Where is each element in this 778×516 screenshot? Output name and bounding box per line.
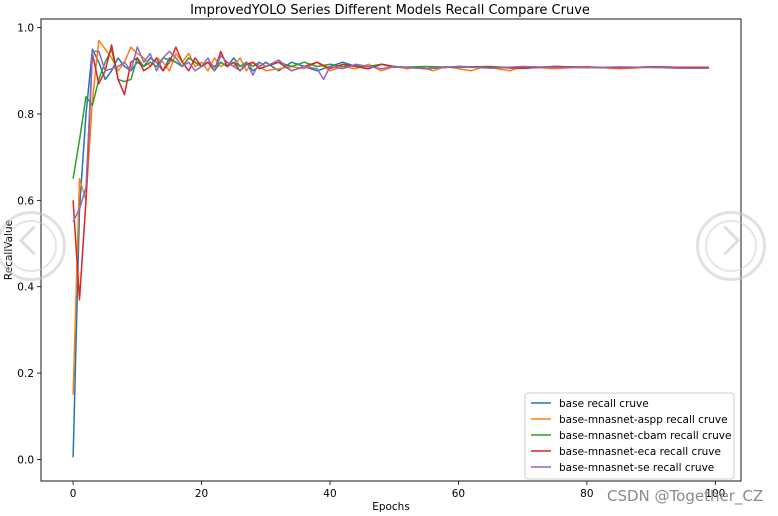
legend-box xyxy=(524,392,735,480)
legend-entry: base recall cruve xyxy=(559,398,649,410)
y-axis-ticks: 0.0 0.2 0.4 0.6 0.8 1.0 xyxy=(17,23,41,466)
y-tick-label: 0.0 xyxy=(17,454,34,466)
x-tick-label: 40 xyxy=(323,488,336,500)
y-tick-label: 1.0 xyxy=(17,23,34,35)
x-axis-ticks: 0 20 40 60 80 100 xyxy=(70,481,725,500)
chart-title: ImprovedYOLO Series Different Models Rec… xyxy=(190,3,590,18)
legend: base recall cruve base-mnasnet-aspp recal… xyxy=(524,392,735,480)
series-line-2 xyxy=(72,39,709,395)
x-tick-label: 20 xyxy=(195,488,208,500)
y-tick-label: 0.8 xyxy=(17,109,34,121)
y-tick-label: 0.4 xyxy=(17,282,34,294)
next-arrow-ring xyxy=(705,220,757,272)
x-axis-label: Epochs xyxy=(372,501,410,513)
series-line-4 xyxy=(72,44,709,301)
previous-arrow-ring xyxy=(5,220,57,272)
series-layer xyxy=(72,39,709,458)
x-tick-label: 0 xyxy=(70,488,77,500)
next-arrow-icon[interactable] xyxy=(696,211,766,281)
y-tick-label: 0.2 xyxy=(17,368,34,380)
legend-entry: base-mnasnet-cbam recall cruve xyxy=(559,430,731,442)
y-tick-label: 0.6 xyxy=(17,195,34,207)
legend-entry: base-mnasnet-eca recall cruve xyxy=(559,446,721,458)
legend-entry: base-mnasnet-aspp recall cruve xyxy=(559,414,728,426)
x-tick-label: 100 xyxy=(705,488,725,500)
series-line-5 xyxy=(72,46,709,223)
watermark-text: CSDN @Together_CZ xyxy=(607,487,764,505)
previous-arrow-icon[interactable] xyxy=(0,211,66,281)
legend-entry: base-mnasnet-se recall cruve xyxy=(559,462,714,474)
x-tick-label: 80 xyxy=(580,488,593,500)
x-tick-label: 60 xyxy=(452,488,465,500)
